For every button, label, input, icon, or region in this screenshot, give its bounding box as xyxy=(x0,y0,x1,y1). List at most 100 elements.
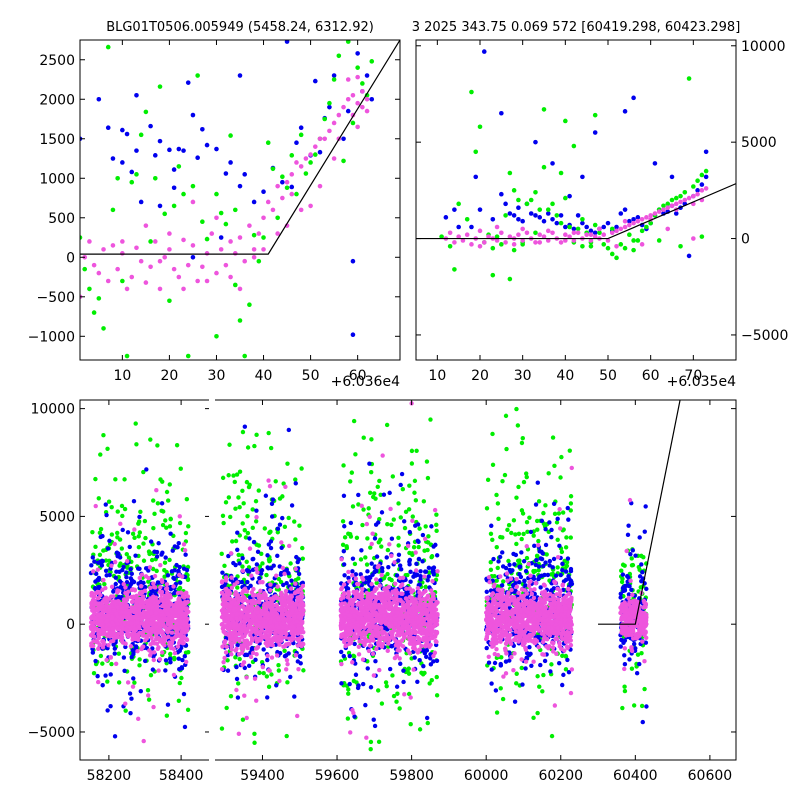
bottom-point-pink xyxy=(127,615,133,621)
top-left-point-pink xyxy=(336,112,342,118)
bottom-point-pink xyxy=(114,611,119,616)
bottom-point-blue xyxy=(352,641,357,647)
bottom-point-pink xyxy=(113,617,119,623)
bottom-point-blue xyxy=(396,558,401,563)
bottom-point-blue xyxy=(407,562,412,567)
top-right-point-pink xyxy=(481,240,487,245)
top-right-point-blue xyxy=(490,216,496,222)
bottom-point-pink xyxy=(135,634,141,639)
bottom-point-pink xyxy=(240,603,245,608)
bottom-point-blue xyxy=(246,663,252,669)
bottom-point-pink xyxy=(267,668,272,673)
top-right-point-green xyxy=(665,201,671,207)
bottom-point-pink xyxy=(290,608,295,613)
bottom-point-blue xyxy=(425,578,430,583)
bottom-point-blue xyxy=(360,681,366,687)
top-left-point-blue xyxy=(105,125,111,131)
top-right-xtick-label: 10 xyxy=(428,368,446,384)
top-right-point-pink xyxy=(703,186,709,191)
top-right-point-pink xyxy=(563,238,568,243)
bottom-point-pink xyxy=(95,567,101,572)
bottom-point-pink xyxy=(148,610,154,616)
bottom-point-pink xyxy=(250,593,256,598)
bottom-point-blue xyxy=(289,503,295,508)
bottom-point-blue xyxy=(138,579,144,585)
top-left-point-blue xyxy=(157,203,163,209)
top-right-point-blue xyxy=(673,211,679,216)
bottom-point-pink xyxy=(267,641,273,646)
bottom-point-pink xyxy=(169,630,175,635)
bottom-point-pink xyxy=(234,687,239,693)
bottom-point-green xyxy=(375,688,381,693)
bottom-point-pink xyxy=(156,636,162,641)
bottom-point-blue xyxy=(250,645,255,651)
bottom-point-blue xyxy=(253,657,258,662)
bottom-point-blue xyxy=(398,567,404,572)
top-left-point-blue xyxy=(289,184,295,190)
top-left-point-pink xyxy=(345,96,351,102)
bottom-point-blue xyxy=(124,579,130,585)
top-left-point-pink xyxy=(152,239,158,244)
bottom-point-blue xyxy=(386,564,391,570)
bottom-point-pink xyxy=(132,527,137,532)
bottom-point-pink xyxy=(234,646,239,652)
bottom-point-pink xyxy=(101,638,106,644)
bottom-point-green xyxy=(226,473,231,478)
bottom-point-pink xyxy=(120,640,126,645)
bottom-point-pink xyxy=(422,574,427,579)
bottom-point-pink xyxy=(164,617,169,622)
bottom-point-green xyxy=(149,557,155,563)
bottom-point-blue xyxy=(220,570,225,575)
bottom-point-pink xyxy=(141,611,147,617)
bottom-point-pink xyxy=(96,646,101,652)
bottom-point-blue xyxy=(407,557,413,563)
top-left-point-pink xyxy=(345,77,351,82)
bottom-point-green xyxy=(368,746,373,752)
top-left-point-pink xyxy=(143,280,149,285)
bottom-point-green xyxy=(293,477,298,482)
bottom-point-pink xyxy=(180,601,185,606)
top-right-point-blue xyxy=(499,110,504,116)
top-left-point-pink xyxy=(228,274,233,280)
bottom-point-blue xyxy=(428,662,434,667)
top-left-point-green xyxy=(341,158,346,164)
bottom-point-pink xyxy=(116,598,121,604)
bottom-point-green xyxy=(420,672,426,677)
top-left-point-pink xyxy=(91,262,97,268)
bottom-point-green xyxy=(177,520,183,526)
top-right-point-pink xyxy=(520,238,525,243)
bottom-point-green xyxy=(348,534,354,539)
top-left-point-pink xyxy=(101,247,106,252)
bottom-point-green xyxy=(233,655,238,660)
top-right-point-pink xyxy=(665,205,671,211)
bottom-point-pink xyxy=(177,638,183,644)
bottom-point-pink xyxy=(290,634,295,640)
top-left-point-green xyxy=(242,353,248,359)
bottom-point-pink xyxy=(258,579,263,585)
top-left-point-pink xyxy=(105,278,111,284)
bottom-point-green xyxy=(250,525,255,531)
top-left-point-pink xyxy=(204,251,210,256)
top-right-point-blue xyxy=(550,216,555,222)
bottom-point-pink xyxy=(234,611,239,616)
bottom-point-blue xyxy=(121,655,127,660)
bottom-point-green xyxy=(148,437,153,442)
top-left-ytick-label: 500 xyxy=(48,211,75,227)
bottom-point-pink xyxy=(123,627,128,632)
bottom-point-green xyxy=(297,523,302,528)
bottom-point-pink xyxy=(92,601,98,607)
top-left-point-green xyxy=(251,232,257,238)
bottom-point-pink xyxy=(171,584,176,589)
top-right-point-green xyxy=(511,247,517,253)
bottom-point-pink xyxy=(261,603,267,608)
bottom-point-blue xyxy=(394,684,400,689)
top-left-point-blue xyxy=(237,73,243,78)
bottom-point-blue xyxy=(397,563,403,568)
top-left-fit-line xyxy=(80,40,400,255)
bottom-point-pink xyxy=(91,638,96,644)
bottom-point-green xyxy=(245,445,251,450)
bottom-point-blue xyxy=(434,553,440,558)
bottom-point-pink xyxy=(277,634,283,640)
bottom-point-pink xyxy=(364,521,370,527)
bottom-point-green xyxy=(296,576,301,581)
